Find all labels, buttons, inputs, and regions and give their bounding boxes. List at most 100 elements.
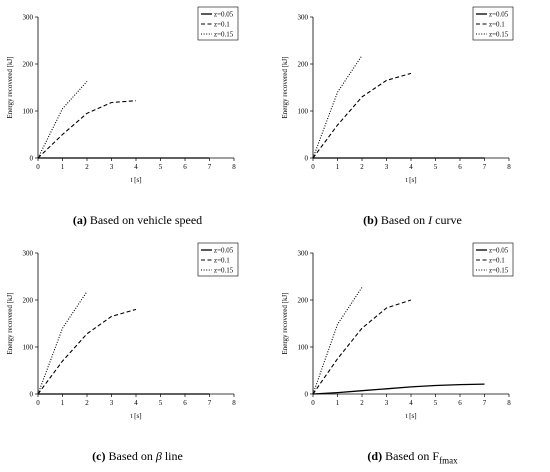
y-tick-label: 300 (298, 250, 309, 258)
series-line-dotted (37, 81, 88, 159)
legend-entry: z=0.1 (489, 257, 505, 265)
y-axis-label: Energy recovered [kJ] (6, 292, 14, 354)
y-tick-label: 0 (305, 391, 309, 399)
x-tick-label: 6 (183, 163, 187, 171)
x-tick-label: 8 (232, 399, 236, 407)
chart-svg-b: 0 1 2 3 4 5 6 7 8 0 100 200 300 t [s] Energy recovered… (281, 6, 514, 184)
chart-svg-d: 0 1 2 3 4 5 6 7 8 0 100 200 300 t [s] Energy recovered… (281, 242, 514, 420)
caption-d: (d) Based on Ffmax (275, 449, 550, 465)
legend-entry: z=0.1 (489, 21, 505, 29)
y-tick-label: 200 (298, 297, 309, 305)
caption-text: Based on vehicle speed (89, 213, 203, 227)
x-tick-label: 7 (208, 163, 212, 171)
x-tick-label: 7 (483, 163, 487, 171)
caption-tag: (d) (367, 449, 383, 463)
chart-panel-c: 0 1 2 3 4 5 6 7 8 0 100 200 300 t [s] Energy recovered… (0, 236, 275, 472)
legend-entry: z=0.05 (214, 11, 234, 19)
legend-entry: z=0.15 (214, 267, 234, 275)
x-tick-label: 5 (434, 399, 438, 407)
x-tick-label: 1 (61, 399, 65, 407)
y-tick-label: 0 (305, 155, 309, 163)
x-tick-label: 6 (183, 399, 187, 407)
legend-entry: z=0.05 (489, 11, 509, 19)
chart-svg-a: 0 1 2 3 4 5 6 7 8 0 100 200 300 t [s] Energy recovered… (6, 6, 239, 184)
caption-symbol: I (428, 213, 433, 227)
x-tick-label: 4 (134, 399, 138, 407)
legend-entry: z=0.05 (489, 247, 509, 255)
chart-panel-b: 0 1 2 3 4 5 6 7 8 0 100 200 300 t [s] Energy recovered… (275, 0, 550, 236)
x-tick-label: 0 (311, 399, 315, 407)
series-line-dashed (312, 299, 412, 395)
legend-entry: z=0.15 (214, 31, 234, 39)
legend-entry: z=0.1 (214, 21, 230, 29)
caption-suffix: curve (432, 213, 462, 227)
chart-svg-c: 0 1 2 3 4 5 6 7 8 0 100 200 300 t [s] Energy recovered… (6, 242, 239, 420)
x-tick-label: 3 (385, 399, 389, 407)
x-tick-label: 8 (507, 399, 511, 407)
x-tick-label: 1 (336, 399, 340, 407)
x-tick-label: 0 (36, 399, 40, 407)
x-tick-label: 7 (483, 399, 487, 407)
legend-entry: z=0.15 (489, 267, 509, 275)
y-tick-label: 100 (298, 108, 309, 116)
y-axis-label: Energy recovered [kJ] (281, 56, 289, 118)
x-tick-label: 5 (159, 399, 163, 407)
x-tick-label: 0 (36, 163, 40, 171)
y-tick-label: 200 (298, 61, 309, 69)
series-line-solid (312, 383, 485, 395)
y-tick-label: 100 (23, 108, 34, 116)
x-tick-label: 8 (507, 163, 511, 171)
caption-c: (c) Based on β line (0, 449, 275, 464)
y-tick-label: 300 (23, 250, 34, 258)
y-tick-label: 100 (298, 344, 309, 352)
x-tick-label: 3 (110, 399, 114, 407)
caption-tag: (a) (72, 213, 87, 227)
y-axis-label: Energy recovered [kJ] (6, 56, 14, 118)
caption-a: (a) Based on vehicle speed (0, 213, 275, 228)
series-line-dotted (312, 55, 363, 159)
caption-subscript: fmax (439, 455, 458, 466)
series-line-dashed (37, 100, 137, 159)
x-tick-label: 4 (409, 399, 413, 407)
x-axis-label: t [s] (130, 176, 141, 184)
caption-text: Based on (385, 449, 433, 463)
legend-entry: z=0.15 (489, 31, 509, 39)
x-tick-label: 2 (360, 399, 364, 407)
y-tick-label: 100 (23, 344, 34, 352)
x-tick-label: 5 (434, 163, 438, 171)
y-tick-label: 200 (23, 297, 34, 305)
caption-text: Based on (108, 449, 156, 463)
caption-tag: (b) (363, 213, 378, 227)
legend-entry: z=0.1 (214, 257, 230, 265)
x-tick-label: 0 (311, 163, 315, 171)
x-axis-label: t [s] (405, 176, 416, 184)
caption-tag: (c) (92, 449, 106, 463)
x-tick-label: 6 (458, 399, 462, 407)
y-tick-label: 300 (23, 14, 34, 22)
y-axis-label: Energy recovered [kJ] (281, 292, 289, 354)
caption-suffix: line (161, 449, 183, 463)
x-axis-label: t [s] (130, 412, 141, 420)
y-tick-label: 200 (23, 61, 34, 69)
x-tick-label: 6 (458, 163, 462, 171)
x-tick-label: 4 (409, 163, 413, 171)
x-axis-label: t [s] (405, 412, 416, 420)
x-tick-label: 4 (134, 163, 138, 171)
x-tick-label: 1 (61, 163, 65, 171)
caption-text: Based on (380, 213, 429, 227)
x-tick-label: 7 (208, 399, 212, 407)
series-line-dotted (37, 291, 88, 395)
y-tick-label: 300 (298, 14, 309, 22)
x-tick-label: 8 (232, 163, 236, 171)
legend-entry: z=0.05 (214, 247, 234, 255)
x-tick-label: 3 (385, 163, 389, 171)
x-tick-label: 2 (85, 163, 89, 171)
caption-symbol: β (155, 449, 162, 463)
series-line-dotted (312, 286, 363, 395)
x-tick-label: 1 (336, 163, 340, 171)
chart-panel-d: 0 1 2 3 4 5 6 7 8 0 100 200 300 t [s] Energy recovered… (275, 236, 550, 472)
chart-panel-a: 0 1 2 3 4 5 6 7 8 0 100 200 300 t [s] Energy recovered… (0, 0, 275, 236)
x-tick-label: 2 (85, 399, 89, 407)
caption-symbol: F (432, 449, 440, 463)
series-line-dashed (312, 72, 412, 159)
